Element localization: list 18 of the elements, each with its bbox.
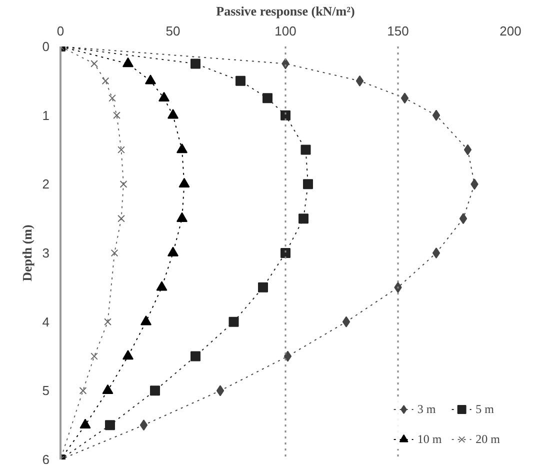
x-tick-label: 150: [387, 24, 409, 38]
y-tick-label: 4: [42, 314, 50, 330]
y-tick-label: 3: [42, 246, 50, 260]
x-axis-title: Passive response (kN/m²): [216, 4, 355, 18]
y-tick-label: 0: [42, 39, 50, 54]
legend-label: 5 m: [476, 402, 495, 416]
x-tick-label: 50: [166, 24, 180, 38]
y-tick-label: 6: [42, 452, 50, 467]
y-tick-label: 2: [42, 176, 50, 192]
x-tick-label: 200: [500, 24, 522, 38]
y-tick-label: 5: [42, 383, 50, 398]
x-tick-label: 100: [274, 24, 296, 38]
y-tick-label: 1: [42, 108, 50, 123]
legend-label: 10 m: [417, 432, 442, 446]
y-axis-title: Depth (m): [19, 224, 34, 282]
legend-label: 3 m: [417, 402, 437, 416]
legend-label: 20 m: [476, 432, 500, 446]
x-tick-label: 0: [56, 24, 64, 38]
